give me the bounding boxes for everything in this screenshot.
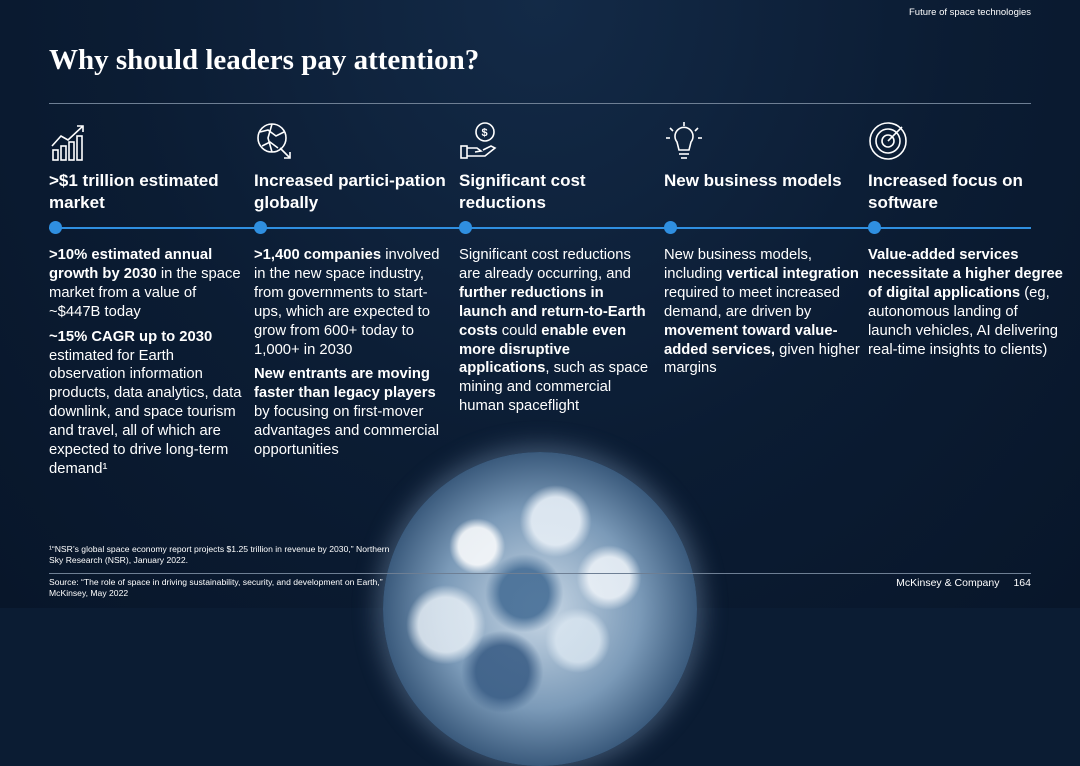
body-paragraph: Value-added services necessitate a highe… [868, 246, 1064, 359]
section-label: Future of space technologies [909, 7, 1031, 18]
text-run: ~15% CAGR up to 2030 [49, 328, 213, 345]
column-body: >1,400 companies involved in the new spa… [254, 246, 450, 460]
source-note: Source: “The role of space in driving su… [49, 577, 383, 598]
lightbulb-icon [666, 122, 702, 159]
growth-chart-icon [51, 125, 84, 161]
text-run: Significant cost reductions are already … [459, 247, 631, 282]
column-title: Increased partici-pation globally [254, 171, 446, 212]
text-run: estimated for Earth observation informat… [49, 347, 242, 477]
column-body: Significant cost reductions are already … [459, 246, 655, 416]
body-paragraph: ~15% CAGR up to 2030 estimated for Earth… [49, 328, 245, 479]
column-body: >10% estimated annual growth by 2030 in … [49, 246, 245, 479]
timeline-dot [868, 221, 881, 234]
body-paragraph: New entrants are moving faster than lega… [254, 365, 450, 460]
column-title: Increased focus on software [868, 171, 1023, 212]
text-run: given higher margins [664, 341, 860, 377]
page-title: Why should leaders pay attention? [49, 44, 480, 76]
timeline-line [49, 227, 1031, 229]
text-run: >10% estimated annual growth by 2030 [49, 247, 213, 282]
company-name: McKinsey & Company [896, 577, 1000, 589]
text-run: could [497, 322, 542, 339]
timeline-dot [254, 221, 267, 234]
body-paragraph: New business models, including vertical … [664, 246, 860, 378]
column-title: Significant cost reductions [459, 171, 586, 212]
footnote: ¹“NSR’s global space economy report proj… [49, 544, 390, 565]
svg-text:$: $ [482, 127, 488, 139]
column-cost: $ Significant cost reductions Significan… [459, 120, 655, 422]
text-run: involved in the new space industry, from… [254, 247, 440, 358]
text-run: in the space market from a value of ~$44… [49, 265, 241, 320]
text-run: required to meet increased demand, are d… [664, 284, 841, 320]
earth-image [383, 452, 697, 766]
text-run: (eg, autonomous landing of launch vehicl… [868, 284, 1059, 358]
text-run: New entrants are moving faster than lega… [254, 366, 436, 402]
hand-coin-icon: $ [460, 122, 497, 159]
body-paragraph: Significant cost reductions are already … [459, 246, 655, 416]
text-run: Value-added services necessitate a highe… [868, 247, 1063, 301]
body-paragraph: >10% estimated annual growth by 2030 in … [49, 246, 245, 322]
text-run: enable even more disruptive applications [459, 322, 626, 377]
timeline-dot [664, 221, 677, 234]
body-paragraph: >1,400 companies involved in the new spa… [254, 246, 450, 359]
target-icon [869, 122, 907, 160]
title-divider [49, 103, 1031, 104]
column-body: Value-added services necessitate a highe… [868, 246, 1064, 359]
text-run: vertical integration [726, 265, 859, 282]
column-title: >$1 trillion estimated market [49, 171, 219, 212]
column-title: New business models [664, 171, 842, 190]
column-market: >$1 trillion estimated market >10% estim… [49, 120, 245, 485]
text-run: New business models, including [664, 247, 813, 282]
column-software: Increased focus on software Value-added … [868, 120, 1064, 365]
footer-brand: McKinsey & Company 164 [882, 577, 1031, 589]
text-run: by focusing on first-mover advantages an… [254, 404, 440, 459]
footer-divider [49, 573, 1031, 574]
text-run: movement toward value-added services, [664, 322, 838, 358]
timeline-dot [459, 221, 472, 234]
column-business: New business models New business models,… [664, 120, 860, 384]
text-run: >1,400 companies [254, 247, 382, 263]
column-participation: Increased partici-pation globally >1,400… [254, 120, 450, 466]
text-run: , such as space mining and commercial hu… [459, 360, 649, 415]
column-body: New business models, including vertical … [664, 246, 860, 378]
page-number: 164 [1013, 577, 1031, 589]
timeline-dot [49, 221, 62, 234]
globe-network-icon [257, 123, 291, 159]
text-run: further reductions in launch and return-… [459, 284, 646, 339]
